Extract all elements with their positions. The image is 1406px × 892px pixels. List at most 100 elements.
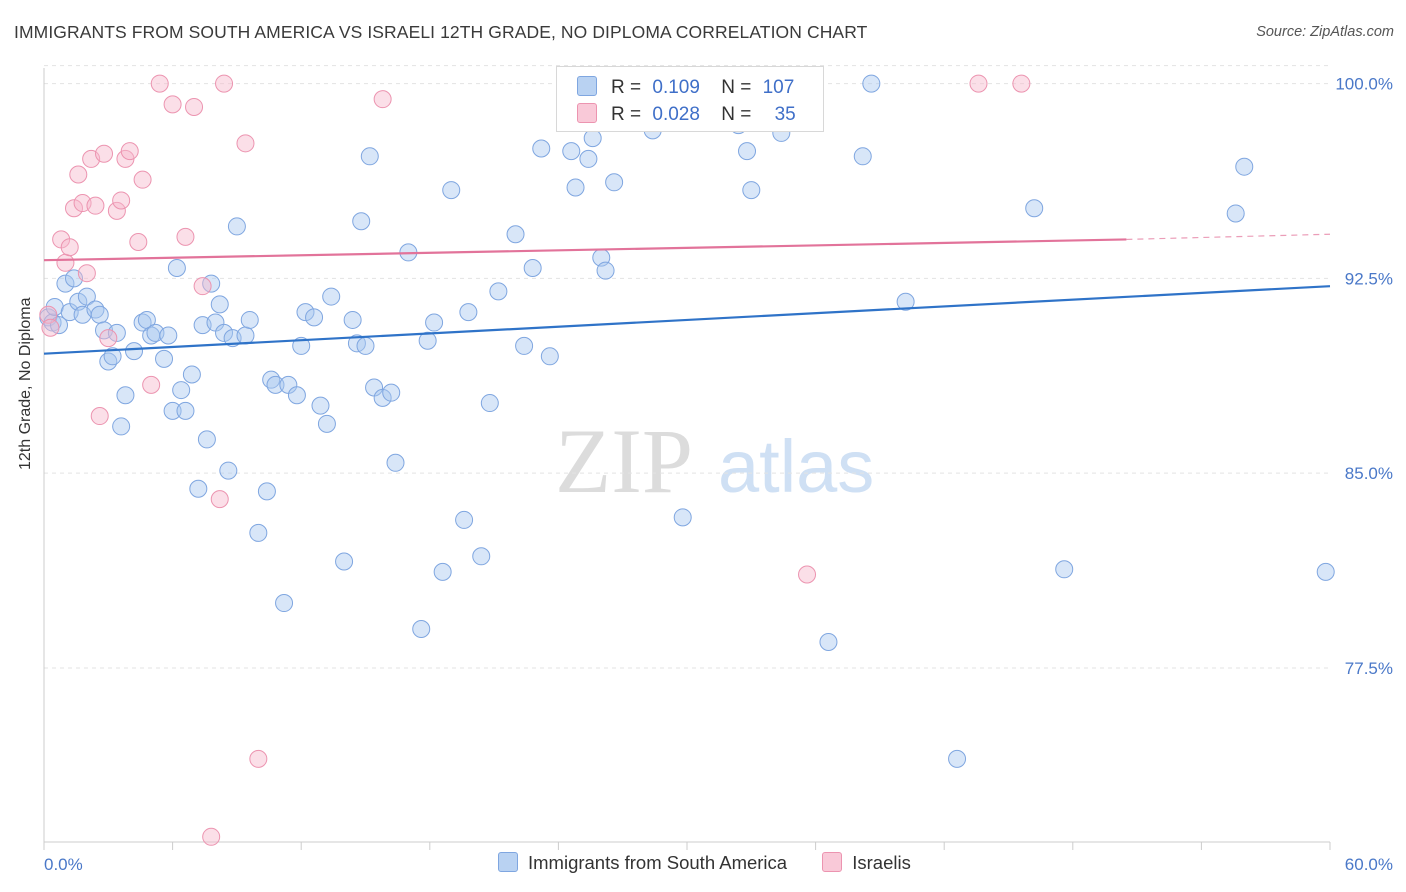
- data-point-south-america: [240, 310, 259, 329]
- legend-item-israelis: Israelis: [822, 852, 911, 874]
- data-point-south-america: [215, 323, 234, 342]
- legend-swatch-blue: [577, 76, 597, 96]
- data-point-israelis: [150, 74, 169, 93]
- data-point-south-america: [418, 331, 437, 350]
- data-point-south-america: [352, 212, 371, 231]
- data-point-south-america: [459, 303, 478, 322]
- data-point-south-america: [189, 479, 208, 498]
- data-point-south-america: [287, 386, 306, 405]
- data-point-south-america: [236, 326, 255, 345]
- data-point-south-america: [356, 336, 375, 355]
- legend-r-label: R =: [611, 77, 642, 98]
- data-point-israelis: [373, 90, 392, 109]
- data-point-israelis: [249, 749, 268, 768]
- data-point-south-america: [249, 523, 268, 542]
- data-point-israelis: [95, 144, 114, 163]
- y-tick-label: 77.5%: [1345, 659, 1393, 678]
- legend-row-blue: R = 0.109 N = 107: [577, 76, 794, 98]
- y-axis-label: 12th Grade, No Diploma: [17, 297, 34, 470]
- data-point-south-america: [742, 181, 761, 200]
- data-point-israelis: [41, 318, 60, 337]
- data-point-south-america: [172, 381, 191, 400]
- watermark-atlas: atlas: [718, 425, 874, 508]
- data-point-south-america: [673, 508, 692, 527]
- data-point-south-america: [566, 178, 585, 197]
- legend-row-pink: R = 0.028 N = 35: [577, 103, 796, 125]
- data-point-south-america: [343, 310, 362, 329]
- data-point-south-america: [1025, 199, 1044, 218]
- source-label: Source: ZipAtlas.com: [1256, 24, 1394, 40]
- data-point-south-america: [738, 142, 757, 161]
- data-point-south-america: [540, 347, 559, 366]
- data-point-south-america: [1235, 157, 1254, 176]
- y-tick-label: 100.0%: [1335, 75, 1393, 94]
- legend-r-value: 0.109: [652, 77, 700, 98]
- data-point-israelis: [129, 233, 148, 252]
- data-point-south-america: [163, 401, 182, 420]
- data-point-israelis: [1012, 74, 1031, 93]
- data-point-israelis: [202, 827, 221, 846]
- data-point-israelis: [142, 375, 161, 394]
- data-point-south-america: [56, 274, 75, 293]
- data-point-south-america: [948, 749, 967, 768]
- data-point-south-america: [305, 308, 324, 327]
- data-point-south-america: [107, 323, 126, 342]
- data-point-south-america: [275, 594, 294, 613]
- data-point-south-america: [335, 552, 354, 571]
- data-point-south-america: [489, 282, 508, 301]
- data-point-south-america: [167, 258, 186, 277]
- data-point-south-america: [182, 365, 201, 384]
- data-point-israelis: [215, 74, 234, 93]
- data-point-israelis: [176, 227, 195, 246]
- data-point-south-america: [227, 217, 246, 236]
- legend-n-value: 107: [762, 77, 795, 98]
- data-point-south-america: [266, 375, 285, 394]
- x-tick-label-max: 60.0%: [1345, 855, 1393, 874]
- chart-title: IMMIGRANTS FROM SOUTH AMERICA VS ISRAELI…: [14, 22, 868, 42]
- data-point-south-america: [1055, 560, 1074, 579]
- data-point-south-america: [360, 147, 379, 166]
- data-point-south-america: [90, 305, 109, 324]
- trendline-israelis: [43, 238, 1127, 262]
- data-point-south-america: [296, 303, 315, 322]
- data-point-south-america: [1316, 562, 1335, 581]
- data-point-south-america: [433, 562, 452, 581]
- data-point-south-america: [317, 414, 336, 433]
- data-point-south-america: [373, 388, 392, 407]
- data-point-south-america: [77, 287, 96, 306]
- data-point-israelis: [163, 95, 182, 114]
- data-point-south-america: [197, 430, 216, 449]
- data-point-south-america: [896, 292, 915, 311]
- legend-n-value: 35: [774, 104, 796, 125]
- legend-item-label: Immigrants from South America: [528, 852, 788, 873]
- data-point-south-america: [292, 336, 311, 355]
- stats-legend: R = 0.109 N = 107 R = 0.028 N = 35: [556, 66, 824, 132]
- data-point-south-america: [386, 453, 405, 472]
- data-point-south-america: [311, 396, 330, 415]
- data-point-south-america: [819, 633, 838, 652]
- data-point-south-america: [116, 386, 135, 405]
- data-point-israelis: [798, 565, 817, 584]
- data-point-south-america: [176, 401, 195, 420]
- data-point-south-america: [523, 258, 542, 277]
- data-point-south-america: [425, 313, 444, 332]
- legend-n-label: N =: [721, 104, 752, 125]
- data-point-south-america: [515, 336, 534, 355]
- data-point-south-america: [382, 383, 401, 402]
- data-point-south-america: [112, 417, 131, 436]
- data-point-israelis: [99, 329, 118, 348]
- x-tick-label-min: 0.0%: [44, 855, 83, 874]
- data-point-south-america: [480, 394, 499, 413]
- series-legend: Immigrants from South America Israelis: [498, 852, 941, 874]
- data-point-south-america: [219, 461, 238, 480]
- legend-n-label: N =: [721, 77, 752, 98]
- data-point-israelis: [236, 134, 255, 153]
- data-point-israelis: [69, 165, 88, 184]
- data-point-south-america: [853, 147, 872, 166]
- trendline-south-america: [43, 285, 1331, 355]
- y-tick-label: 85.0%: [1345, 464, 1393, 483]
- data-point-israelis: [56, 253, 75, 272]
- trendline-israelis-extension: [1126, 233, 1331, 241]
- data-point-israelis: [969, 74, 988, 93]
